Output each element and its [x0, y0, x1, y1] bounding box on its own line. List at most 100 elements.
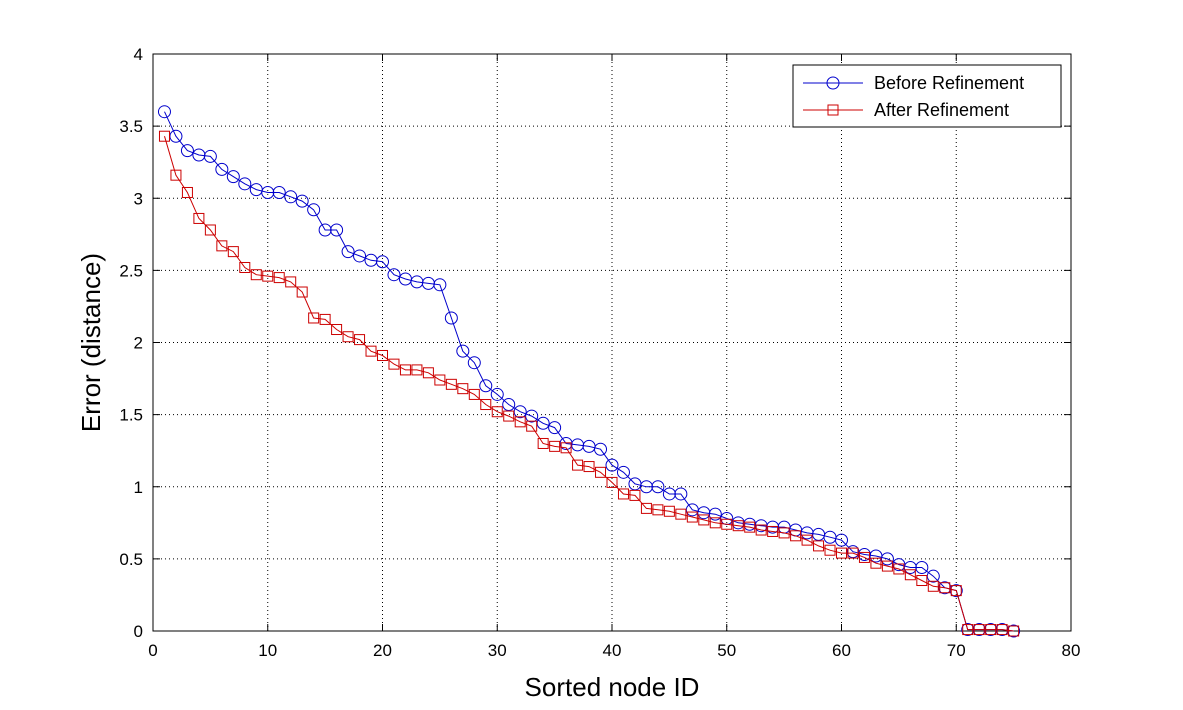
data-point	[250, 269, 262, 281]
data-point	[295, 194, 309, 208]
data-point	[239, 261, 251, 273]
data-point	[847, 547, 859, 559]
data-point	[341, 245, 355, 259]
data-point	[915, 561, 929, 575]
data-point	[916, 575, 928, 587]
series-line	[164, 111, 1014, 632]
data-point	[985, 624, 997, 636]
legend-entry: Before Refinement	[803, 73, 1024, 93]
legend: Before Refinement After Refinement	[792, 64, 1062, 128]
y-tick-label: 3.5	[119, 117, 143, 136]
data-point	[801, 534, 813, 546]
data-point	[893, 563, 905, 575]
data-point	[215, 162, 229, 176]
data-point	[353, 249, 367, 263]
data-point	[652, 504, 664, 516]
data-point	[503, 410, 515, 422]
data-point	[354, 334, 366, 346]
data-point	[858, 551, 870, 563]
axis-ticks: 0 10 20 30 40 50 60 70 80 0 0.5 1 1.5 2 2.5 3 3.5 4	[119, 45, 1080, 660]
data-point	[330, 223, 344, 237]
data-point	[790, 530, 802, 542]
data-point	[755, 524, 767, 536]
x-axis-label: Sorted node ID	[525, 672, 700, 702]
data-point	[434, 374, 446, 386]
data-point	[778, 527, 790, 539]
data-point	[836, 547, 847, 559]
data-point	[399, 364, 411, 376]
data-point	[284, 190, 298, 204]
data-point	[318, 223, 332, 237]
data-point	[616, 465, 630, 479]
data-point	[491, 406, 503, 418]
x-tick-label: 10	[258, 641, 277, 660]
data-point	[296, 286, 308, 298]
legend-marker	[827, 104, 839, 116]
data-point	[605, 458, 619, 472]
data-point	[560, 442, 572, 454]
data-point	[502, 398, 516, 412]
y-tick-label: 2.5	[119, 261, 143, 280]
data-point	[226, 170, 240, 184]
data-point	[204, 224, 216, 236]
legend-entry: After Refinement	[803, 100, 1009, 120]
data-point	[480, 399, 492, 411]
data-point	[377, 349, 388, 361]
data-point	[606, 476, 618, 488]
y-tick-label: 0.5	[119, 550, 143, 569]
data-point	[629, 489, 641, 501]
y-tick-label: 2	[134, 334, 143, 353]
data-point	[950, 585, 962, 597]
data-point	[365, 345, 377, 357]
data-point	[433, 278, 447, 292]
data-point	[308, 312, 320, 324]
y-tick-label: 1	[134, 478, 143, 497]
series-1	[158, 130, 1020, 637]
series-layer	[157, 105, 1021, 638]
data-point	[479, 379, 493, 393]
data-point	[319, 313, 331, 325]
y-axis-label: Error (distance)	[76, 253, 106, 432]
data-point	[262, 270, 274, 282]
data-point	[285, 276, 297, 288]
series-0	[157, 105, 1021, 638]
data-point	[388, 358, 400, 370]
data-point	[549, 440, 561, 452]
x-tick-label: 60	[832, 641, 851, 660]
legend-label: Before Refinement	[874, 73, 1024, 93]
data-point	[387, 268, 401, 282]
data-point	[813, 540, 825, 552]
x-tick-label: 40	[603, 641, 622, 660]
data-point	[927, 580, 939, 592]
data-point	[238, 177, 252, 191]
data-point	[468, 388, 480, 400]
data-point	[1008, 625, 1020, 637]
data-point	[572, 459, 584, 471]
y-tick-label: 3	[134, 189, 143, 208]
data-point	[662, 487, 676, 501]
legend-box	[792, 64, 1062, 128]
data-point	[675, 508, 687, 520]
data-point	[835, 533, 848, 547]
data-point	[996, 624, 1008, 636]
data-point	[376, 255, 389, 269]
data-point	[457, 383, 469, 395]
data-point	[193, 212, 205, 224]
data-point	[514, 416, 526, 428]
data-point	[261, 185, 275, 199]
data-point	[686, 511, 698, 523]
x-tick-label: 50	[717, 641, 736, 660]
y-tick-label: 1.5	[119, 406, 143, 425]
x-tick-label: 80	[1062, 641, 1081, 660]
x-tick-label: 0	[148, 641, 157, 660]
data-point	[824, 544, 836, 556]
data-point	[422, 367, 434, 379]
data-point	[342, 331, 354, 343]
data-point	[870, 557, 882, 569]
data-point	[663, 505, 675, 517]
data-point	[617, 488, 629, 500]
data-point	[732, 520, 744, 532]
data-point	[973, 624, 985, 636]
x-tick-label: 20	[373, 641, 392, 660]
